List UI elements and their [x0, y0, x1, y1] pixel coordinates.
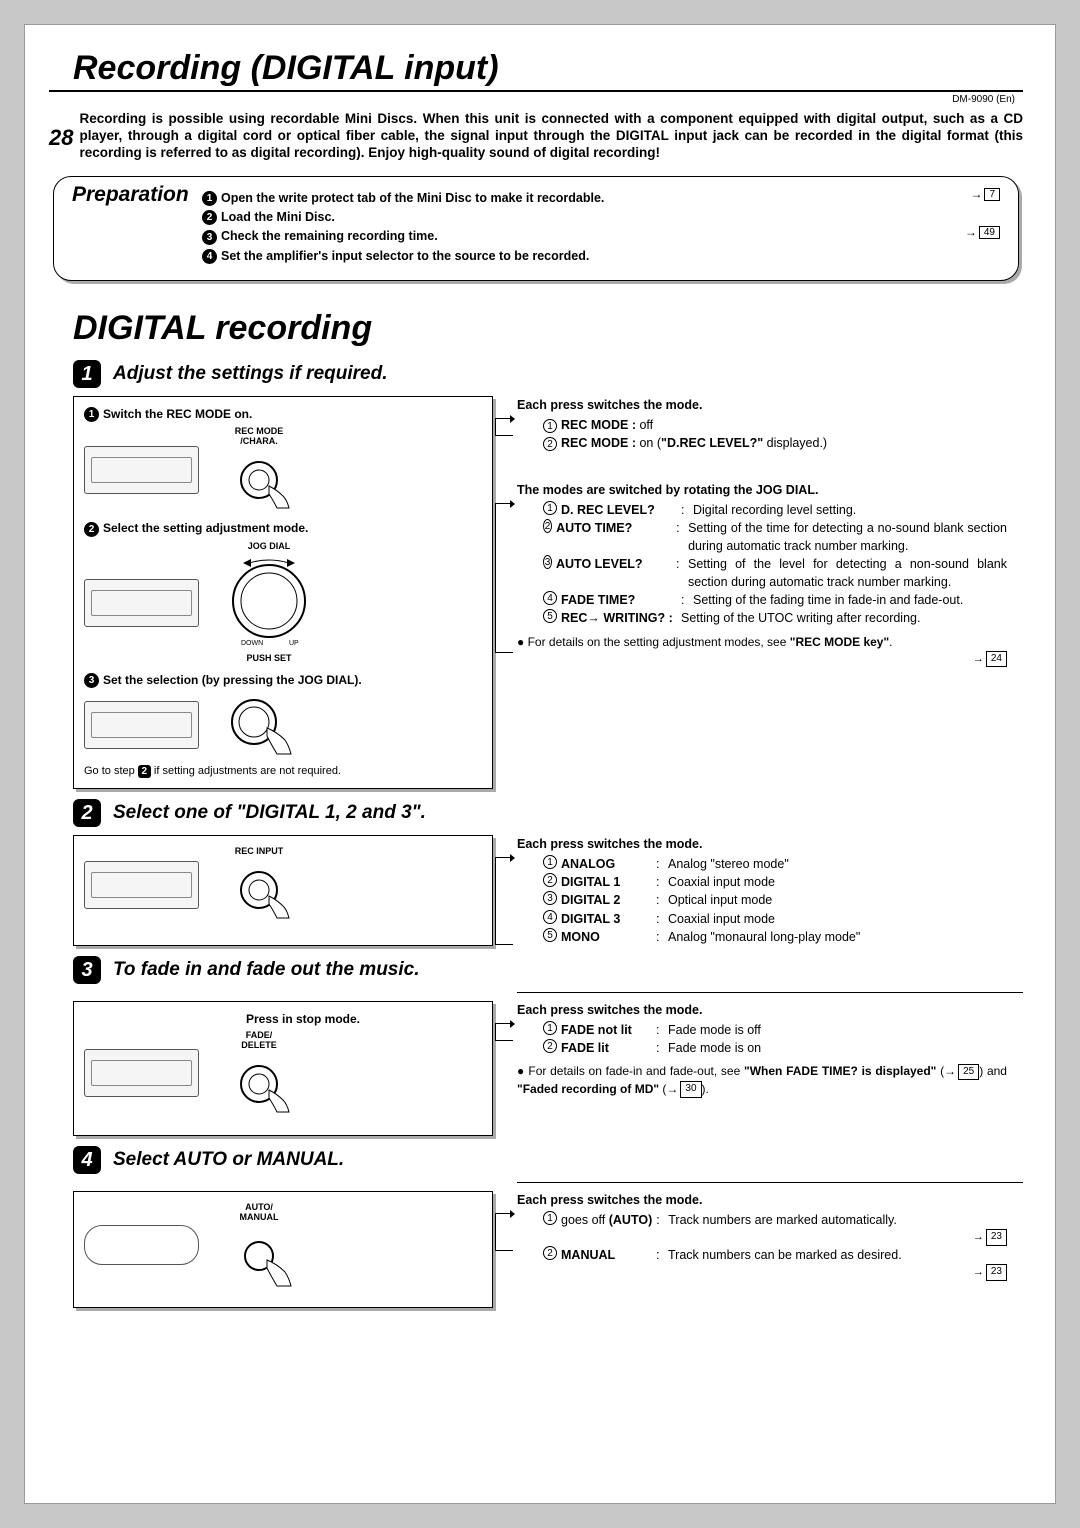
step-2-description: Each press switches the mode. 1ANALOG:An… — [517, 835, 1007, 946]
rec-mode-key-note: For details on the setting adjustment mo… — [517, 634, 1007, 651]
step-1-sub3: 3Set the selection (by pressing the JOG … — [84, 673, 482, 688]
title-rule — [49, 90, 1023, 92]
step-1-sub1: 1Switch the REC MODE on. — [84, 407, 482, 422]
mode-manual: 2MANUAL:Track numbers can be marked as d… — [543, 1246, 1007, 1264]
device-icon — [84, 579, 199, 627]
press-icon — [219, 448, 299, 513]
auto-manual-label: AUTO/ MANUAL — [219, 1202, 299, 1222]
jog-dial-header: The modes are switched by rotating the J… — [517, 481, 1007, 499]
model-id: DM-9090 (En) — [49, 94, 1015, 105]
press-stop-label: Press in stop mode. — [124, 1012, 482, 1026]
step-ref-2: 2 — [138, 765, 151, 778]
step-num-3: 3 — [73, 956, 101, 984]
step-3-diagram-box: Press in stop mode. FADE/ DELETE — [73, 1001, 493, 1136]
svg-text:DOWN: DOWN — [241, 640, 263, 647]
mode-fade-time: 4FADE TIME?:Setting of the fading time i… — [543, 591, 1007, 609]
step-2-diagram-box: REC INPUT — [73, 835, 493, 946]
device-icon — [84, 446, 199, 494]
intro-block: 28 Recording is possible using recordabl… — [49, 111, 1023, 162]
mode-analog: 1ANALOG:Analog "stereo mode" — [543, 855, 1007, 873]
step-num-1: 1 — [73, 360, 101, 388]
step-4-rule — [517, 1182, 1023, 1183]
step-4-description: Each press switches the mode. 1goes off … — [517, 1191, 1007, 1308]
rec-input-label: REC INPUT — [219, 846, 299, 856]
fade-not-lit: 1FADE not lit:Fade mode is off — [543, 1021, 1007, 1039]
preparation-box: Preparation →7 →49 1Open the write prote… — [53, 176, 1019, 282]
fade-delete-label: FADE/ DELETE — [219, 1030, 299, 1050]
mode-auto-time: 2AUTO TIME?:Setting of the time for dete… — [543, 519, 1007, 555]
step-1-header: 1 Adjust the settings if required. — [73, 360, 1023, 388]
jog-dial-label: JOG DIAL — [219, 541, 319, 551]
press-icon — [219, 858, 299, 923]
mode-auto-level: 3AUTO LEVEL?:Setting of the level for de… — [543, 555, 1007, 591]
step-3-title: To fade in and fade out the music. — [113, 959, 420, 981]
svg-text:UP: UP — [289, 640, 299, 647]
rec-mode-label: REC MODE /CHARA. — [219, 426, 299, 446]
loop-arrow-icon — [495, 503, 513, 653]
prep-item-4: 4Set the amplifier's input selector to t… — [202, 247, 1000, 266]
step-num-4: 4 — [73, 1146, 101, 1174]
press-icon — [219, 1052, 299, 1117]
rec-mode-off: 1REC MODE : off — [543, 416, 1007, 434]
preparation-title: Preparation — [72, 183, 189, 207]
prep-item-2: 2Load the Mini Disc. — [202, 208, 1000, 227]
jog-dial-icon: DOWN UP — [219, 553, 319, 653]
mode-d-rec-level: 1D. REC LEVEL?:Digital recording level s… — [543, 501, 1007, 519]
remote-icon — [84, 1225, 199, 1265]
device-icon — [84, 861, 199, 909]
mode-rec-writing: 5REC→ WRITING? :Setting of the UTOC writ… — [543, 609, 1007, 627]
mode-auto: 1goes off (AUTO):Track numbers are marke… — [543, 1211, 1007, 1229]
step-num-2: 2 — [73, 799, 101, 827]
page-ref-7: →7 — [970, 187, 1000, 201]
loop-arrow-icon — [495, 1213, 513, 1251]
prep-item-1: 1Open the write protect tab of the Mini … — [202, 189, 1000, 208]
page-number: 28 — [49, 125, 73, 151]
section-title: DIGITAL recording — [73, 309, 1023, 348]
mode-digital3: 4DIGITAL 3:Coaxial input mode — [543, 910, 1007, 928]
page-ref-23a: →23 — [517, 1229, 1007, 1246]
mode-switch-header: Each press switches the mode. — [517, 1001, 1007, 1019]
fade-note: For details on fade-in and fade-out, see… — [517, 1063, 1007, 1098]
page-ref-23b: →23 — [517, 1264, 1007, 1281]
mode-switch-header: Each press switches the mode. — [517, 1191, 1007, 1209]
step-1-title: Adjust the settings if required. — [113, 363, 387, 385]
page-ref-49: →49 — [965, 225, 1000, 239]
step-2-header: 2 Select one of "DIGITAL 1, 2 and 3". — [73, 799, 1023, 827]
mode-mono: 5MONO:Analog "monaural long-play mode" — [543, 928, 1007, 946]
loop-arrow-icon — [495, 857, 513, 945]
step-4-title: Select AUTO or MANUAL. — [113, 1149, 344, 1171]
rec-mode-on: 2REC MODE : on ("D.REC LEVEL?" displayed… — [543, 434, 1007, 452]
step-3-header: 3 To fade in and fade out the music. — [73, 956, 1023, 984]
step-1-footnote: Go to step 2 if setting adjustments are … — [84, 765, 482, 778]
step-2-title: Select one of "DIGITAL 1, 2 and 3". — [113, 802, 426, 824]
prep-item-3: 3Check the remaining recording time. — [202, 227, 1000, 246]
step-4-header: 4 Select AUTO or MANUAL. — [73, 1146, 1023, 1174]
push-set-label: PUSH SET — [219, 653, 319, 663]
fade-lit: 2FADE lit:Fade mode is on — [543, 1039, 1007, 1057]
loop-arrow-icon — [495, 1023, 513, 1041]
step-4-diagram-box: AUTO/ MANUAL — [73, 1191, 493, 1308]
step-1-diagram-box: 1Switch the REC MODE on. REC MODE /CHARA… — [73, 396, 493, 789]
step-3-description: Each press switches the mode. 1FADE not … — [517, 1001, 1007, 1136]
device-icon — [84, 701, 199, 749]
jog-press-icon — [219, 692, 299, 757]
step-1-sub2: 2Select the setting adjustment mode. — [84, 521, 482, 536]
intro-text: Recording is possible using recordable M… — [79, 111, 1023, 162]
press-icon — [219, 1224, 299, 1289]
step-3-rule — [517, 992, 1023, 993]
mode-switch-header: Each press switches the mode. — [517, 396, 1007, 414]
page-ref-24: →24 — [517, 651, 1007, 668]
mode-digital2: 3DIGITAL 2:Optical input mode — [543, 891, 1007, 909]
loop-arrow-icon — [495, 418, 513, 436]
manual-page: Recording (DIGITAL input) DM-9090 (En) 2… — [24, 24, 1056, 1504]
step-1-description: Each press switches the mode. 1REC MODE … — [517, 396, 1007, 789]
mode-switch-header: Each press switches the mode. — [517, 835, 1007, 853]
mode-digital1: 2DIGITAL 1:Coaxial input mode — [543, 873, 1007, 891]
device-icon — [84, 1049, 199, 1097]
page-title: Recording (DIGITAL input) — [73, 49, 1023, 88]
